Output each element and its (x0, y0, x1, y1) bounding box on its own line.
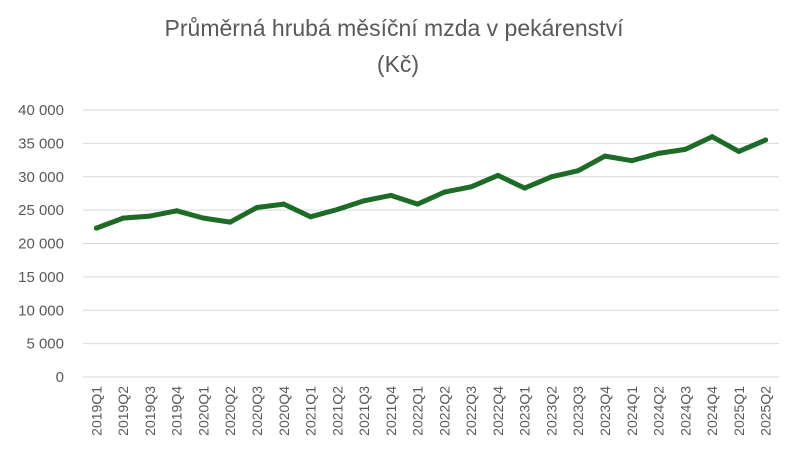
data-point (415, 201, 421, 207)
chart-title-line-2: (Kč) (376, 51, 420, 77)
y-tick-label: 25 000 (18, 202, 64, 219)
x-tick-label: 2022Q3 (463, 386, 479, 436)
y-tick-label: 10 000 (18, 302, 64, 319)
y-axis-tick-labels: 0 5 000 10 000 15 000 20 000 25 000 30 000 35 0… (18, 102, 64, 386)
y-tick-label: 30 000 (18, 169, 64, 186)
y-tick-label: 35 000 (18, 135, 64, 152)
y-tick-label: 20 000 (18, 236, 64, 253)
data-point (334, 206, 340, 212)
x-tick-label: 2019Q1 (88, 386, 104, 436)
data-point (763, 137, 769, 143)
x-tick-label: 2023Q4 (597, 386, 613, 436)
data-point (736, 148, 742, 154)
data-point (575, 168, 581, 174)
data-point (602, 153, 608, 159)
data-point (468, 184, 474, 190)
x-tick-label: 2022Q2 (436, 386, 452, 436)
data-point (93, 225, 99, 231)
x-tick-label: 2020Q2 (222, 386, 238, 436)
x-tick-label: 2024Q1 (624, 386, 640, 436)
x-tick-label: 2025Q2 (758, 386, 774, 436)
chart-title-line-1: Průměrná hrubá měsíční mzda v pekárenstv… (164, 15, 624, 41)
x-tick-label: 2021Q1 (303, 386, 319, 436)
data-point (682, 146, 688, 152)
x-tick-label: 2020Q3 (249, 386, 265, 436)
data-point (361, 198, 367, 204)
data-point (629, 158, 635, 164)
data-point (227, 219, 233, 225)
y-tick-label: 5 000 (26, 336, 64, 353)
data-point (495, 172, 501, 178)
data-point (200, 215, 206, 221)
x-axis-tick-labels: 2019Q1 2019Q2 2019Q3 2019Q4 2020Q1 2020Q2 2020… (88, 386, 773, 436)
x-tick-label: 2021Q3 (356, 386, 372, 436)
x-tick-label: 2021Q2 (329, 386, 345, 436)
data-point (441, 189, 447, 195)
x-tick-label: 2023Q3 (570, 386, 586, 436)
x-tick-label: 2024Q4 (704, 386, 720, 436)
x-tick-label: 2023Q1 (517, 386, 533, 436)
data-point (281, 201, 287, 207)
series-line (93, 134, 769, 231)
series-layer (93, 134, 769, 231)
data-point (254, 204, 260, 210)
x-tick-label: 2024Q2 (651, 386, 667, 436)
y-tick-label: 15 000 (18, 269, 64, 286)
x-tick-label: 2022Q4 (490, 386, 506, 436)
data-point (120, 215, 126, 221)
x-tick-label: 2025Q1 (731, 386, 747, 436)
x-tick-label: 2022Q1 (410, 386, 426, 436)
gridlines (83, 109, 779, 378)
data-point (656, 150, 662, 156)
data-point (308, 214, 314, 220)
data-point (147, 213, 153, 219)
x-tick-label: 2024Q3 (677, 386, 693, 436)
x-tick-label: 2021Q4 (383, 386, 399, 436)
x-tick-label: 2020Q4 (276, 386, 292, 436)
data-point (388, 192, 394, 198)
y-tick-label: 0 (56, 369, 64, 386)
x-tick-label: 2019Q4 (169, 386, 185, 436)
x-tick-label: 2023Q2 (543, 386, 559, 436)
data-point (709, 134, 715, 140)
x-tick-label: 2019Q3 (142, 386, 158, 436)
y-tick-label: 40 000 (18, 102, 64, 119)
x-tick-label: 2020Q1 (195, 386, 211, 436)
data-point (548, 174, 554, 180)
data-point (522, 185, 528, 191)
data-point (174, 208, 180, 214)
x-tick-label: 2019Q2 (115, 386, 131, 436)
